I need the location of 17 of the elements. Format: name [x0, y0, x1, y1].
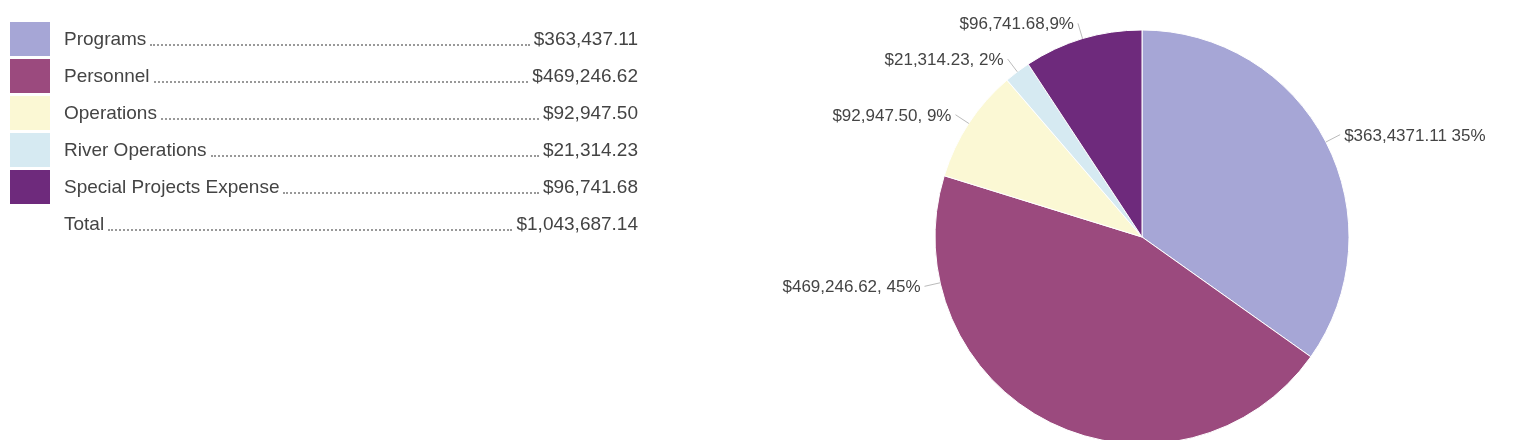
text: $92,947.50	[542, 101, 638, 124]
text: $469,246.62	[532, 64, 638, 87]
data-label: $469,246.62, 45%	[782, 277, 921, 297]
data-label: $21,314.23, 2%	[884, 50, 1004, 70]
data-label: $363,4371.11 35%	[1344, 125, 1486, 145]
data-label: $92,947.50, 9%	[832, 105, 952, 125]
legend-label: Operations	[64, 101, 157, 124]
legend-label: River Operations	[64, 138, 207, 161]
legend-label: Special Projects Expense	[64, 175, 280, 198]
legend-label: Programs	[64, 27, 147, 50]
legend-label: Personnel	[64, 64, 150, 87]
text: $1,043,687.14	[516, 212, 638, 235]
data-label: $96,741.68,9%	[959, 14, 1074, 34]
text: $363,437.11	[533, 27, 638, 50]
text: Total	[64, 212, 105, 235]
text: $21,314.23	[542, 138, 638, 161]
text: $96,741.68	[542, 175, 638, 198]
